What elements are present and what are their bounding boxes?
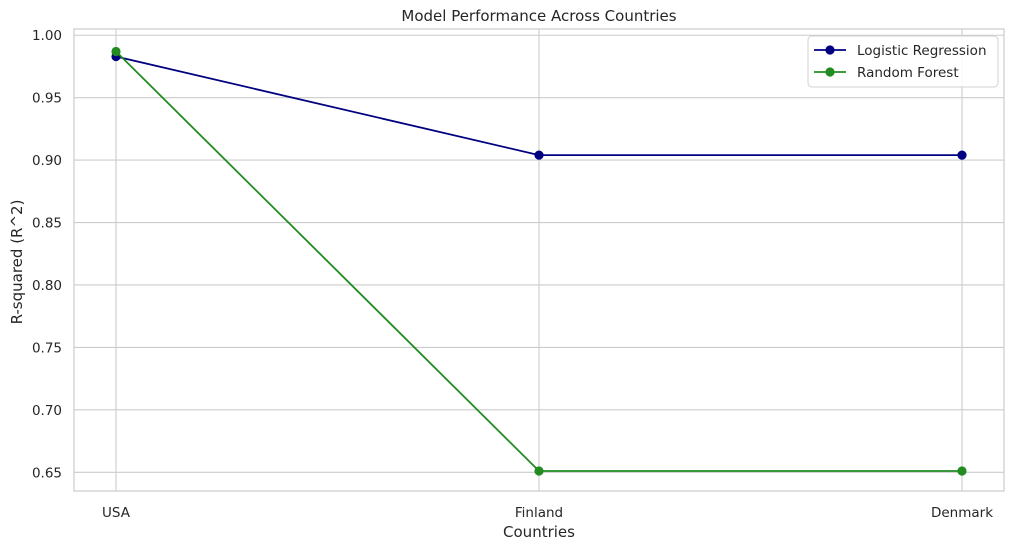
series-1 (111, 46, 967, 476)
x-tick-label: USA (102, 505, 131, 521)
legend: Logistic Regression Random Forest (807, 35, 999, 88)
x-tick-label: Denmark (931, 505, 993, 521)
x-axis-label: Countries (503, 523, 575, 541)
data-point (957, 150, 967, 160)
data-point (534, 150, 544, 160)
data-point (957, 466, 967, 476)
legend-marker (825, 45, 835, 55)
y-tick-label: 0.65 (32, 465, 62, 481)
y-tick-label: 0.80 (32, 278, 62, 294)
y-axis-label: R-squared (R^2) (8, 200, 26, 325)
grid (74, 29, 1004, 491)
tick-labels: 0.65 0.70 0.75 0.80 0.85 0.90 0.95 1.00 USA Finla… (32, 28, 993, 521)
legend-item: Logistic Regression (814, 43, 987, 59)
data-point (111, 46, 121, 57)
y-tick-label: 0.90 (32, 153, 62, 169)
legend-marker (825, 67, 835, 77)
legend-label: Logistic Regression (857, 43, 987, 59)
y-tick-label: 0.70 (32, 403, 62, 419)
legend-item: Random Forest (814, 65, 959, 81)
y-tick-label: 0.75 (32, 340, 62, 356)
legend-box (807, 35, 999, 88)
chart-title: Model Performance Across Countries (401, 7, 676, 25)
legend-label: Random Forest (857, 65, 959, 81)
y-tick-label: 1.00 (32, 28, 62, 44)
plot-frame (73, 28, 1005, 492)
y-tick-label: 0.85 (32, 216, 62, 232)
data-point (534, 466, 544, 476)
series (111, 46, 967, 476)
x-tick-label: Finland (515, 505, 563, 521)
y-tick-label: 0.95 (32, 91, 62, 107)
